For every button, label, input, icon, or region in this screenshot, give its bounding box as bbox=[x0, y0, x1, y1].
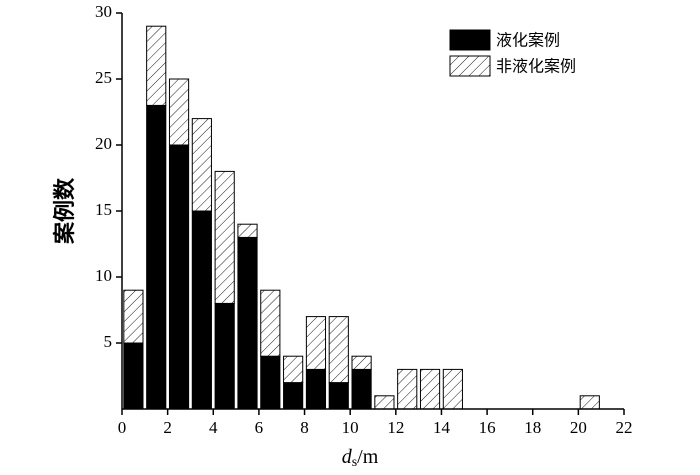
x-tick-label: 12 bbox=[387, 418, 404, 437]
legend-label: 非液化案例 bbox=[496, 57, 576, 76]
histogram-bar bbox=[442, 368, 463, 410]
histogram-bar bbox=[305, 316, 327, 370]
x-tick-label: 14 bbox=[433, 418, 451, 437]
y-tick-label: 5 bbox=[104, 332, 113, 351]
x-tick-label: 6 bbox=[255, 418, 264, 437]
x-tick-label: 16 bbox=[479, 418, 496, 437]
histogram-bar bbox=[237, 223, 258, 238]
histogram-bar bbox=[168, 144, 190, 410]
histogram-bar bbox=[328, 382, 349, 410]
histogram-bar bbox=[579, 395, 600, 410]
histogram-bar bbox=[214, 170, 235, 304]
histogram-bar bbox=[146, 25, 167, 106]
y-tick-label: 10 bbox=[95, 266, 112, 285]
y-axis-label: 案例数 bbox=[52, 177, 78, 245]
x-axis-label: ds/m bbox=[342, 446, 379, 471]
histogram-bar bbox=[260, 355, 281, 410]
y-tick-label: 20 bbox=[95, 134, 112, 153]
histogram-bar bbox=[168, 78, 190, 146]
x-tick-label: 20 bbox=[570, 418, 587, 437]
histogram-bar bbox=[260, 289, 281, 357]
histogram-bar bbox=[351, 355, 372, 370]
y-tick-label: 30 bbox=[95, 2, 112, 21]
legend-swatch bbox=[449, 29, 491, 51]
histogram-bar bbox=[305, 368, 327, 410]
x-tick-label: 0 bbox=[118, 418, 127, 437]
x-tick-label: 18 bbox=[524, 418, 541, 437]
histogram-bar bbox=[397, 368, 418, 410]
legend-label: 液化案例 bbox=[496, 31, 560, 50]
legend-swatch bbox=[449, 55, 491, 77]
x-tick-label: 10 bbox=[342, 418, 359, 437]
x-tick-label: 2 bbox=[163, 418, 172, 437]
histogram-bar bbox=[146, 104, 167, 410]
histogram-bar bbox=[351, 368, 372, 410]
x-tick-label: 22 bbox=[616, 418, 633, 437]
histogram-bar bbox=[419, 368, 441, 410]
histogram-bar bbox=[123, 342, 144, 410]
y-tick-label: 25 bbox=[95, 68, 112, 87]
x-tick-label: 4 bbox=[209, 418, 218, 437]
histogram-bar bbox=[283, 382, 304, 410]
histogram-bar bbox=[214, 302, 235, 410]
histogram-bar bbox=[123, 289, 144, 344]
x-tick-label: 8 bbox=[300, 418, 309, 437]
y-tick-label: 15 bbox=[95, 200, 112, 219]
histogram-bar bbox=[283, 355, 304, 384]
histogram-bar bbox=[237, 236, 258, 410]
histogram-bar bbox=[191, 118, 212, 212]
histogram-bar bbox=[328, 316, 349, 384]
histogram-bar bbox=[374, 395, 395, 410]
histogram-bar bbox=[191, 210, 212, 410]
